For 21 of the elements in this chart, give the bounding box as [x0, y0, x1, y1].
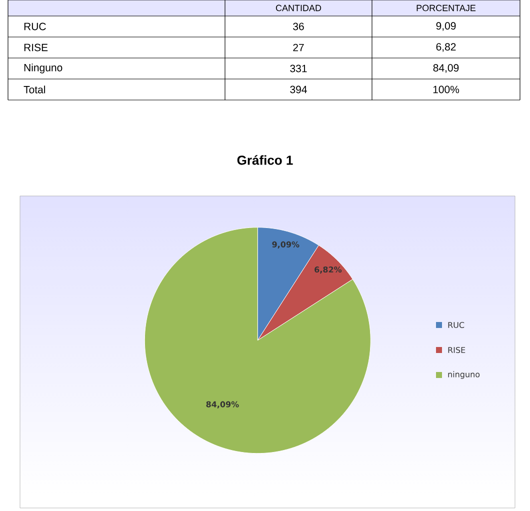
text: 27 — [293, 44, 304, 52]
text: 9,09 — [436, 22, 456, 31]
text: CANTIDAD — [276, 4, 322, 12]
chart-title: Gráfico 1 — [237, 155, 293, 165]
text: PORCENTAJE — [416, 4, 476, 12]
text: 331 — [290, 64, 307, 72]
text: RISE — [24, 44, 48, 52]
text: 84,09 — [433, 64, 459, 73]
data-label: 6,82% — [314, 266, 342, 274]
text: Ninguno — [24, 64, 62, 74]
text: RUC — [24, 22, 46, 30]
text: 6,82 — [436, 43, 456, 52]
text: Total — [24, 86, 46, 94]
text: 100% — [433, 86, 460, 94]
text: 394 — [290, 86, 307, 94]
legend-label: RISE — [448, 346, 466, 354]
data-label: 9,09% — [272, 241, 300, 248]
text: 36 — [293, 22, 304, 30]
legend-label: RUC — [448, 322, 464, 328]
data-label: 84,09% — [206, 401, 239, 408]
legend-label: ninguno — [448, 371, 480, 379]
